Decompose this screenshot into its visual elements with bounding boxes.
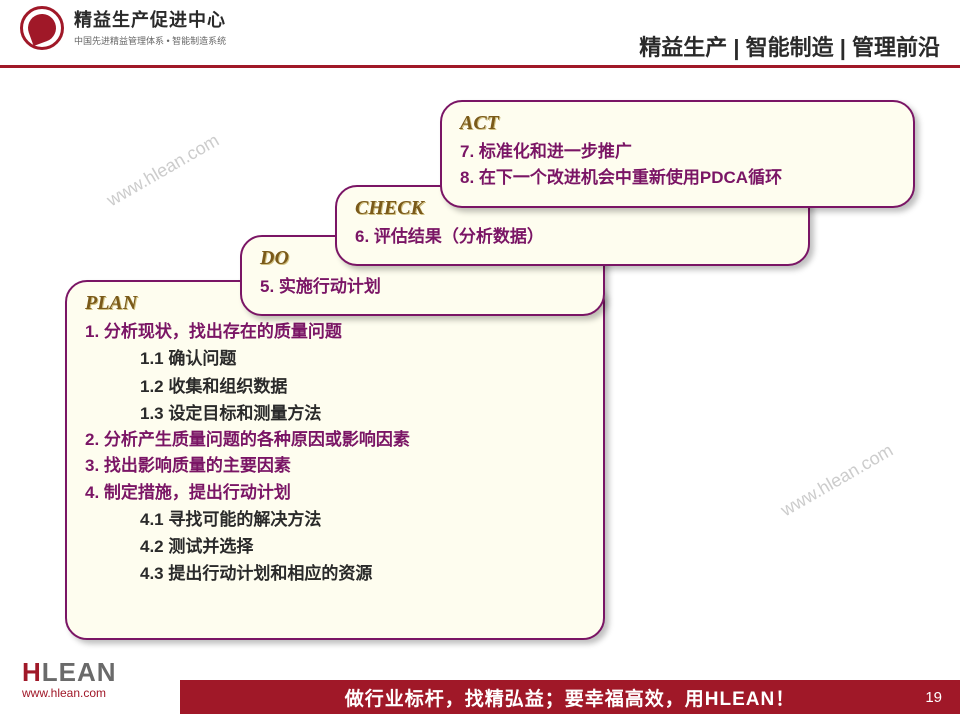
- footer-brand: HLEAN: [22, 657, 117, 688]
- card-check-line: 6. 评估结果（分析数据）: [355, 224, 790, 250]
- plan-item: 2. 分析产生质量问题的各种原因或影响因素: [85, 427, 585, 453]
- plan-item: 3. 找出影响质量的主要因素: [85, 453, 585, 479]
- plan-item: 4. 制定措施，提出行动计划: [85, 480, 585, 506]
- slide-footer: HLEAN www.hlean.com 做行业标杆，找精弘益；要幸福高效，用HL…: [0, 662, 960, 720]
- plan-subitem: 1.3 设定目标和测量方法: [140, 400, 585, 427]
- plan-subitem: 4.2 测试并选择: [140, 533, 585, 560]
- card-act-line: 7. 标准化和进一步推广: [460, 139, 895, 165]
- card-act-line: 8. 在下一个改进机会中重新使用PDCA循环: [460, 165, 895, 191]
- card-do-line: 5. 实施行动计划: [260, 274, 585, 300]
- card-act-title: ACT: [460, 112, 895, 135]
- footer-brand-lean: LEAN: [42, 657, 117, 687]
- header-right-text: 精益生产 | 智能制造 | 管理前沿: [639, 30, 940, 62]
- card-act: ACT 7. 标准化和进一步推广 8. 在下一个改进机会中重新使用PDCA循环: [440, 100, 915, 208]
- page-number: 19: [925, 689, 942, 706]
- logo-title: 精益生产促进中心: [74, 6, 226, 32]
- footer-url: www.hlean.com: [22, 686, 117, 700]
- pdca-diagram: ACT 7. 标准化和进一步推广 8. 在下一个改进机会中重新使用PDCA循环 …: [60, 100, 930, 640]
- logo-area: 精益生产促进中心 中国先进精益管理体系 • 智能制造系统: [20, 6, 226, 50]
- plan-subitem: 1.1 确认问题: [140, 345, 585, 372]
- slide-header: 精益生产促进中心 中国先进精益管理体系 • 智能制造系统 精益生产 | 智能制造…: [0, 0, 960, 68]
- footer-logo: HLEAN www.hlean.com: [22, 657, 117, 700]
- footer-slogan: 做行业标杆，找精弘益；要幸福高效，用HLEAN！: [345, 684, 795, 711]
- footer-brand-h: H: [22, 657, 42, 687]
- card-plan: PLAN 1. 分析现状，找出存在的质量问题 1.1 确认问题 1.2 收集和组…: [65, 280, 605, 640]
- plan-item: 1. 分析现状，找出存在的质量问题: [85, 319, 585, 345]
- footer-bar: 做行业标杆，找精弘益；要幸福高效，用HLEAN！ 19: [180, 680, 960, 714]
- logo-subtitle: 中国先进精益管理体系 • 智能制造系统: [74, 34, 226, 47]
- plan-subitem: 4.1 寻找可能的解决方法: [140, 506, 585, 533]
- plan-subitem: 4.3 提出行动计划和相应的资源: [140, 560, 585, 587]
- logo-text: 精益生产促进中心 中国先进精益管理体系 • 智能制造系统: [74, 6, 226, 47]
- plan-subitem: 1.2 收集和组织数据: [140, 373, 585, 400]
- logo-icon: [20, 6, 64, 50]
